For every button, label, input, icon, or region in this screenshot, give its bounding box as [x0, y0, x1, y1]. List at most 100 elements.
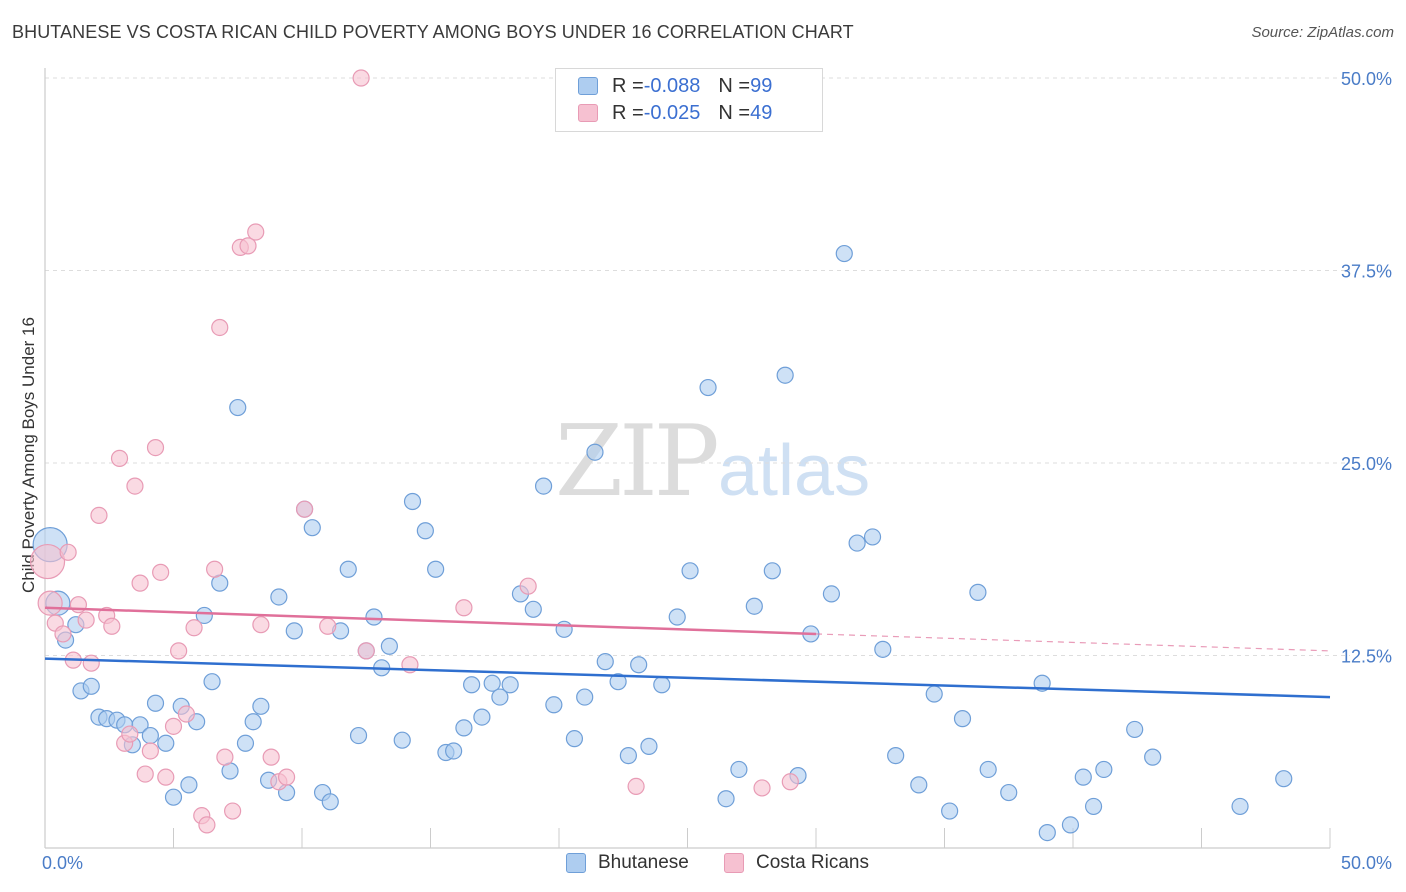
bhutanese-point [630, 656, 648, 674]
bhutanese-point [321, 793, 339, 811]
bhutanese-point [141, 726, 159, 745]
costa-rican-trend-extension [815, 633, 1331, 652]
watermark-zip: ZIP [555, 405, 720, 519]
legend-item-bhutanese[interactable]: Bhutanese [566, 852, 689, 874]
bhutanese-point [1074, 768, 1092, 786]
costa-rican-point [59, 543, 77, 561]
n-label: N = [718, 101, 751, 124]
watermark-atlas: atlas [718, 431, 871, 511]
bhutanese-point [863, 528, 882, 546]
bhutanese-swatch [578, 77, 598, 95]
bhutanese-point [1061, 816, 1080, 834]
costa-rican-point [352, 69, 370, 87]
legend-item-costa-ricans[interactable]: Costa Ricans [724, 852, 869, 874]
bhutanese-point [822, 585, 841, 603]
bhutanese-point [270, 588, 288, 606]
bhutanese-point [1231, 797, 1249, 816]
bhutanese-point [229, 398, 247, 417]
bhutanese-point [524, 600, 542, 618]
bhutanese-point [609, 673, 627, 691]
costa-rican-point [262, 748, 280, 766]
costa-rican-point [185, 619, 203, 637]
costa-rican-trend-line [44, 606, 817, 636]
bhutanese-point [653, 676, 671, 694]
costa-rican-point [146, 439, 165, 457]
bhutanese-point [555, 620, 573, 638]
bhutanese-point [835, 244, 853, 263]
bhutanese-point [776, 366, 794, 384]
bhutanese-point [953, 710, 972, 728]
costa-rican-point [247, 223, 265, 241]
bhutanese-point [244, 713, 262, 731]
costa-rican-point [319, 617, 337, 635]
bhutanese-point [1038, 823, 1056, 842]
bhutanese-point [681, 562, 699, 580]
costa-rican-point [141, 742, 159, 760]
r-value: -0.088 [643, 74, 701, 97]
costa-rican-point [277, 768, 296, 786]
costa-rican-point [136, 765, 154, 783]
costa-rican-point [295, 500, 314, 518]
legend-label-bhutanese: Bhutanese [598, 852, 689, 873]
bhutanese-point [236, 734, 255, 752]
y-tick-label: 50.0% [1341, 69, 1392, 89]
costa-rican-point [519, 577, 537, 595]
bhutanese-point [473, 708, 491, 726]
bhutanese-point [699, 378, 717, 397]
correlation-legend: R = -0.088 N = 99 R = -0.025 N = 49 [555, 68, 823, 132]
bhutanese-point [445, 742, 463, 760]
chart-title: BHUTANESE VS COSTA RICAN CHILD POVERTY A… [12, 22, 854, 42]
x-tick-label: 0.0% [42, 853, 83, 873]
bhutanese-point [339, 560, 357, 578]
bhutanese-point [403, 492, 422, 511]
costa-rican-point [121, 725, 139, 743]
costa-rican-point [206, 560, 224, 578]
bhutanese-point [576, 688, 594, 706]
costa-rican-point [198, 816, 216, 834]
bhutanese-point [157, 734, 175, 752]
bhutanese-point [483, 674, 501, 692]
bhutanese-point [586, 443, 604, 461]
bhutanese-point [545, 696, 563, 714]
bhutanese-point [1144, 748, 1162, 766]
costa-rican-point [455, 599, 473, 617]
bhutanese-point [596, 653, 614, 671]
costa-rican-point [357, 642, 375, 660]
legend-label-costa-ricans: Costa Ricans [756, 852, 869, 873]
y-tick-label: 37.5% [1341, 262, 1392, 282]
series-legend: Bhutanese Costa Ricans [0, 852, 1406, 878]
bhutanese-point [285, 622, 303, 640]
costa-rican-point [126, 477, 144, 495]
bhutanese-point [910, 776, 928, 794]
costa-rican-point [90, 506, 108, 524]
costa-rican-point [252, 616, 270, 634]
bhutanese-point [380, 637, 398, 655]
costa-rican-point [224, 802, 242, 820]
bhutanese-point [203, 673, 221, 691]
bhutanese-point [730, 760, 748, 779]
bhutanese-point [941, 802, 959, 820]
costa-rican-point [781, 773, 799, 791]
bhutanese-point [1095, 760, 1113, 779]
n-value: 99 [750, 74, 773, 97]
bhutanese-trend-line [44, 657, 1331, 699]
bhutanese-point [1275, 770, 1293, 788]
y-tick-label: 12.5% [1341, 647, 1392, 667]
bhutanese-point [874, 640, 892, 658]
costa-rican-point [152, 563, 170, 581]
source-credit: Source: ZipAtlas.com [1251, 24, 1394, 41]
bhutanese-point [455, 719, 473, 737]
bhutanese-point [463, 676, 481, 694]
bhutanese-point [640, 737, 658, 755]
bhutanese-point [745, 597, 763, 615]
costa-rican-point [103, 617, 121, 635]
bhutanese-point [82, 677, 100, 695]
bhutanese-point [427, 560, 445, 578]
costa-rican-point [177, 705, 195, 723]
bhutanese-point [565, 730, 584, 748]
n-value: 49 [750, 101, 773, 124]
costa-rican-point [157, 768, 175, 786]
bhutanese-point [763, 562, 781, 580]
bhutanese-point [365, 608, 383, 626]
